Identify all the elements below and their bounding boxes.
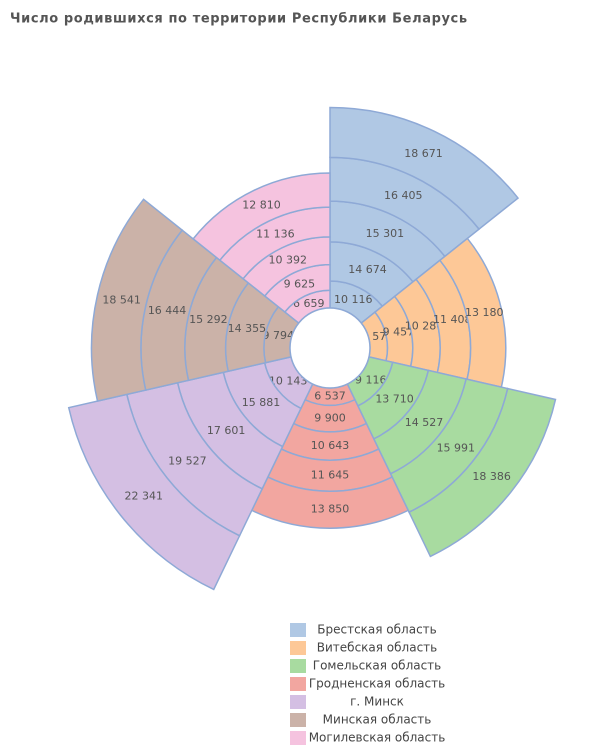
data-label: 6 537	[314, 390, 346, 403]
data-label: 14 674	[348, 263, 387, 276]
legend-label: Могилевская область	[309, 731, 446, 745]
legend-swatch	[290, 731, 306, 745]
data-label: 18 671	[404, 147, 443, 160]
data-label: 19 527	[168, 455, 207, 468]
data-label: 18 386	[472, 470, 511, 483]
sector-segment	[192, 172, 331, 262]
data-label: 10 392	[269, 253, 308, 266]
data-label: 17 601	[207, 424, 246, 437]
data-label: 13 180	[465, 306, 504, 319]
legend-swatch	[290, 695, 306, 709]
legend-swatch	[290, 641, 306, 655]
data-label: 22 341	[125, 490, 164, 503]
legend-label: Минская область	[323, 713, 432, 727]
legend-label: г. Минск	[350, 695, 404, 709]
data-label: 9 116	[355, 374, 387, 387]
data-label: 9 900	[314, 412, 346, 425]
data-label: 11 136	[256, 227, 295, 240]
data-label: 9 457	[383, 325, 415, 338]
chart-title: Число родившихся по территории Республик…	[10, 12, 468, 27]
legend-swatch	[290, 623, 306, 637]
legend-swatch	[290, 659, 306, 673]
sector-segment	[67, 393, 241, 591]
legend-label: Брестская область	[317, 623, 436, 637]
legend-label: Гомельская область	[313, 659, 442, 673]
data-label: 14 355	[228, 322, 267, 335]
sector-segment	[90, 198, 184, 402]
data-label: 13 850	[311, 503, 350, 516]
legend-swatch	[290, 677, 306, 691]
legend-label: Гродненская область	[309, 677, 445, 691]
data-label: 10 643	[311, 439, 350, 452]
sector-segment	[408, 387, 557, 558]
data-label: 16 444	[148, 304, 187, 317]
sector-segment	[329, 106, 520, 231]
data-label: 15 292	[189, 313, 228, 326]
data-label: 10 286	[405, 320, 444, 333]
legend: Брестская область Витебская область Гомель…	[290, 623, 446, 745]
legend-swatch	[290, 713, 306, 727]
data-label: 9 794	[263, 329, 295, 342]
data-label: 9 625	[284, 277, 316, 290]
data-label: 15 991	[437, 441, 476, 454]
data-label: 10 116	[334, 293, 373, 306]
data-label: 15 881	[242, 396, 281, 409]
data-label: 6 659	[293, 297, 325, 310]
data-label: 13 710	[375, 392, 414, 405]
legend-label: Витебская область	[317, 641, 437, 655]
data-label: 12 810	[242, 199, 281, 212]
data-label: 11 408	[433, 313, 472, 326]
data-label: 11 645	[311, 469, 350, 482]
data-label: 14 527	[405, 416, 444, 429]
data-label: 16 405	[384, 189, 423, 202]
data-label: 10 143	[269, 374, 308, 387]
data-label: 15 301	[366, 227, 405, 240]
center-hole	[289, 307, 371, 389]
data-label: 18 541	[102, 293, 141, 306]
